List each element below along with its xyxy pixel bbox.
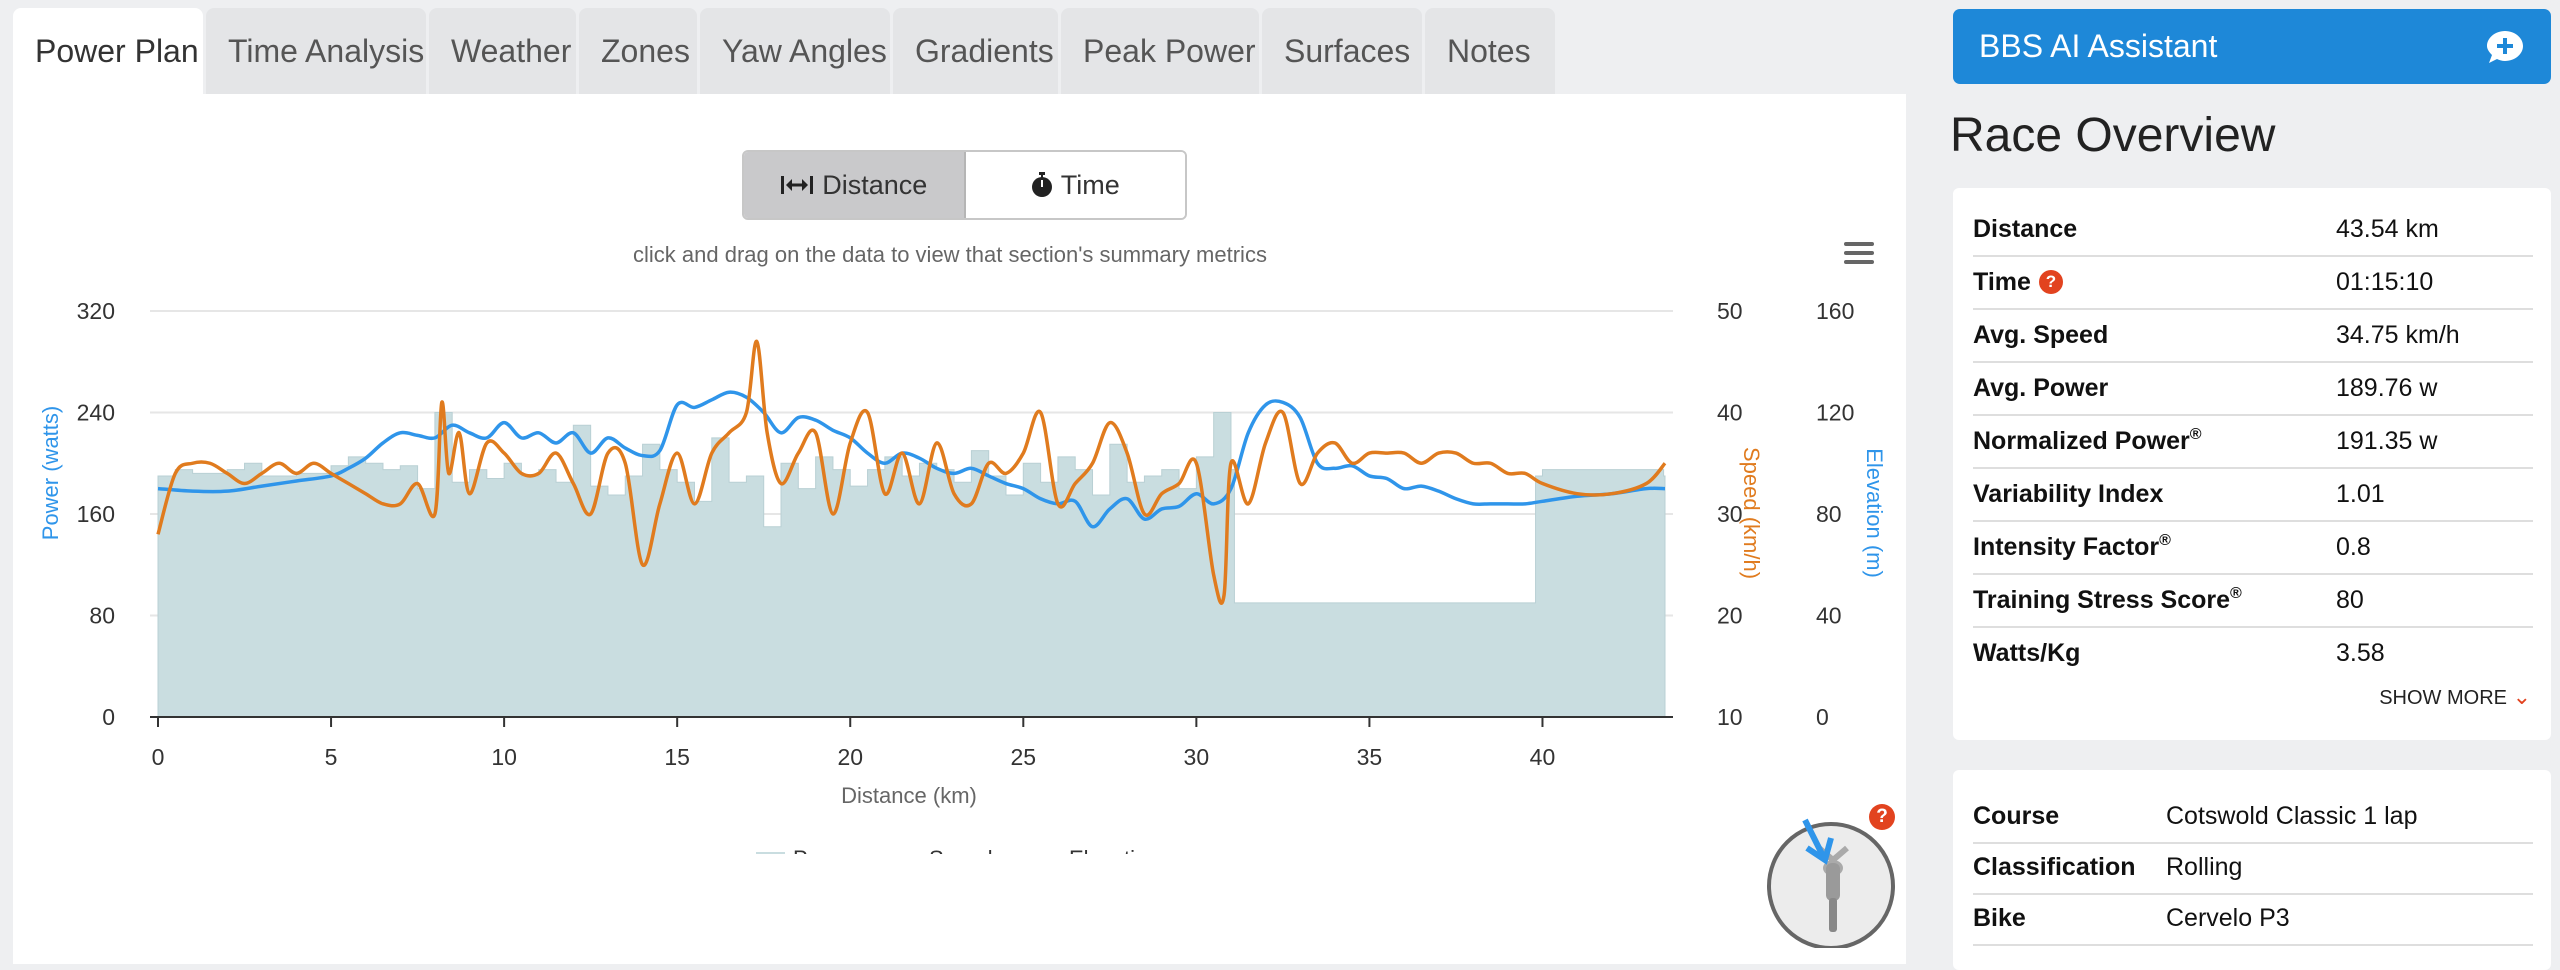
course-value: Rolling <box>2166 853 2242 882</box>
x-tick-label: 25 <box>1010 744 1036 770</box>
overview-label: Avg. Power <box>1973 374 2108 403</box>
overview-value: 1.01 <box>2336 480 2385 509</box>
speed-axis-title: Speed (km/h) <box>1739 447 1764 579</box>
speed-tick-label: 20 <box>1717 603 1743 629</box>
x-axis-title: Distance (km) <box>841 783 977 808</box>
tab-weather[interactable]: Weather <box>429 8 576 94</box>
overview-row-distance: Distance 43.54 km <box>1973 203 2533 257</box>
overview-row-avg-speed: Avg. Speed 34.75 km/h <box>1973 309 2533 363</box>
overview-label: Time <box>1973 268 2031 297</box>
overview-value: 191.35 w <box>2336 427 2437 456</box>
race-overview-card: Distance 43.54 km Time ? 01:15:10 Avg. S… <box>1953 188 2551 740</box>
overview-value: 43.54 km <box>2336 215 2439 244</box>
elevation-tick-label: 80 <box>1816 501 1842 527</box>
overview-label: Distance <box>1973 215 2077 244</box>
overview-label: Variability Index <box>1973 480 2163 509</box>
chat-plus-icon <box>2485 29 2525 65</box>
course-label: Bike <box>1973 904 2026 933</box>
x-tick-label: 10 <box>491 744 517 770</box>
tab-power-plan[interactable]: Power Plan <box>13 8 203 94</box>
x-tick-label: 20 <box>837 744 863 770</box>
ai-assistant-label: BBS AI Assistant <box>1979 28 2217 65</box>
overview-value: 189.76 w <box>2336 374 2437 403</box>
x-tick-label: 15 <box>664 744 690 770</box>
course-row-classification: Classification Rolling <box>1973 841 2533 895</box>
power-area-series <box>158 413 1665 718</box>
power-tick-label: 240 <box>77 400 115 426</box>
elevation-tick-label: 160 <box>1816 298 1854 324</box>
overview-value: 01:15:10 <box>2336 268 2433 297</box>
elevation-tick-label: 120 <box>1816 400 1854 426</box>
course-value: Cervelo P3 <box>2166 904 2290 933</box>
tab-zones[interactable]: Zones <box>579 8 697 94</box>
speed-tick-label: 30 <box>1717 501 1743 527</box>
course-row-bike: Bike Cervelo P3 <box>1973 892 2533 946</box>
overview-row-variability-index: Variability Index 1.01 <box>1973 468 2533 522</box>
x-tick-label: 0 <box>152 744 165 770</box>
legend-elevation-label: Elevation <box>1069 846 1160 854</box>
course-label: Course <box>1973 802 2059 831</box>
overview-value: 80 <box>2336 586 2364 615</box>
course-details-card: Course Cotswold Classic 1 lap Classifica… <box>1953 770 2551 970</box>
x-tick-label: 40 <box>1530 744 1556 770</box>
elevation-tick-label: 0 <box>1816 704 1829 730</box>
overview-row-time: Time ? 01:15:10 <box>1973 256 2533 310</box>
overview-label: Training Stress Score <box>1973 586 2230 615</box>
overview-row-watts-kg: Watts/Kg 3.58 <box>1973 627 2533 679</box>
overview-row-avg-power: Avg. Power 189.76 w <box>1973 362 2533 416</box>
overview-label: Normalized Power <box>1973 427 2190 456</box>
chart-legend: Power Speed Elevation <box>756 846 1160 854</box>
course-value: Cotswold Classic 1 lap <box>2166 802 2418 831</box>
legend-item-power[interactable]: Power <box>756 846 855 854</box>
elevation-axis-title: Elevation (m) <box>1862 448 1887 578</box>
tab-bar: Power Plan Time Analysis Weather Zones Y… <box>13 8 1558 94</box>
registered-mark: ® <box>2159 532 2171 550</box>
registered-mark: ® <box>2190 426 2202 444</box>
overview-label: Avg. Speed <box>1973 321 2108 350</box>
speed-tick-label: 40 <box>1717 400 1743 426</box>
tab-gradients[interactable]: Gradients <box>893 8 1058 94</box>
overview-value: 3.58 <box>2336 639 2385 668</box>
course-label: Classification <box>1973 853 2136 882</box>
x-tick-label: 5 <box>325 744 338 770</box>
overview-label: Intensity Factor <box>1973 533 2159 562</box>
overview-row-tss: Training Stress Score® 80 <box>1973 574 2533 628</box>
power-plan-chart[interactable]: 0 10 0 80 20 40 160 30 80 240 40 120 320 50 160 0 5 10 15 2… <box>13 94 1906 854</box>
tab-peak-power[interactable]: Peak Power <box>1061 8 1259 94</box>
show-more-label: SHOW MORE <box>2379 687 2507 709</box>
power-plan-panel: Distance Time click and drag on the data… <box>13 94 1906 964</box>
speed-tick-label: 50 <box>1717 298 1743 324</box>
race-overview-title: Race Overview <box>1950 108 2275 163</box>
elevation-tick-label: 40 <box>1816 603 1842 629</box>
overview-row-normalized-power: Normalized Power® 191.35 w <box>1973 415 2533 469</box>
legend-power-label: Power <box>793 846 855 854</box>
tab-yaw-angles[interactable]: Yaw Angles <box>700 8 890 94</box>
power-axis-title: Power (watts) <box>38 406 63 540</box>
legend-power-swatch <box>756 852 785 854</box>
power-tick-label: 80 <box>89 603 115 629</box>
overview-value: 34.75 km/h <box>2336 321 2460 350</box>
help-icon[interactable]: ? <box>1869 804 1895 830</box>
tab-notes[interactable]: Notes <box>1425 8 1555 94</box>
overview-value: 0.8 <box>2336 533 2371 562</box>
show-more-link[interactable]: SHOW MORE ⌄ <box>2379 684 2531 710</box>
x-tick-label: 35 <box>1357 744 1383 770</box>
time-help-icon[interactable]: ? <box>2039 270 2063 294</box>
legend-speed-label: Speed <box>929 846 993 854</box>
overview-label: Watts/Kg <box>1973 639 2080 668</box>
course-row-course: Course Cotswold Classic 1 lap <box>1973 790 2533 844</box>
power-tick-label: 0 <box>102 704 115 730</box>
speed-tick-label: 10 <box>1717 704 1743 730</box>
overview-row-intensity-factor: Intensity Factor® 0.8 <box>1973 521 2533 575</box>
legend-item-speed[interactable]: Speed <box>893 846 993 854</box>
registered-mark: ® <box>2230 585 2242 603</box>
x-tick-label: 30 <box>1184 744 1210 770</box>
chevron-down-icon: ⌄ <box>2513 684 2531 709</box>
ai-assistant-button[interactable]: BBS AI Assistant <box>1953 9 2551 84</box>
legend-item-elevation[interactable]: Elevation <box>1032 846 1160 854</box>
power-tick-label: 320 <box>77 298 115 324</box>
tab-surfaces[interactable]: Surfaces <box>1262 8 1422 94</box>
power-tick-label: 160 <box>77 501 115 527</box>
tab-time-analysis[interactable]: Time Analysis <box>206 8 426 94</box>
